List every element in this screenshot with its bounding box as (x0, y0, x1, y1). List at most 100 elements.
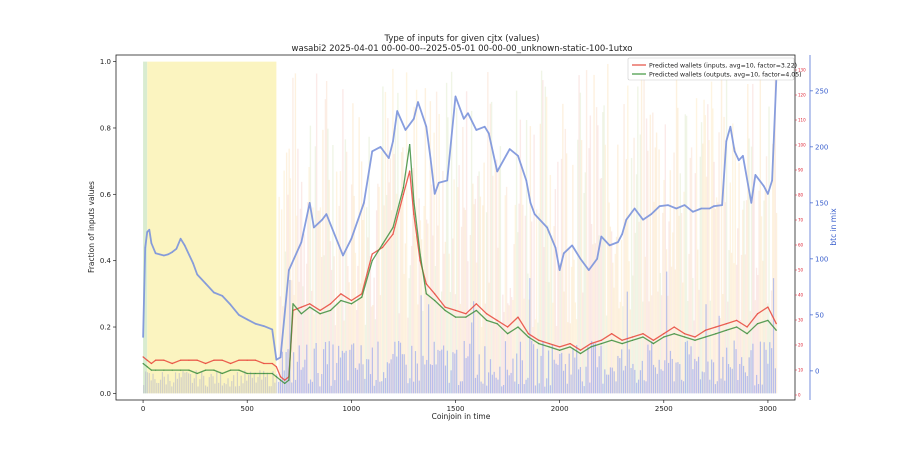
btc-bar (711, 359, 713, 394)
texture-band (760, 216, 763, 394)
texture-band (742, 209, 744, 394)
texture-band (447, 117, 449, 394)
texture-band (408, 278, 410, 394)
texture-band (672, 232, 674, 394)
btc-bar (216, 370, 218, 394)
point-btc (309, 202, 311, 204)
texture-band (664, 124, 667, 394)
texture-band (679, 173, 682, 394)
point-btc (321, 219, 323, 221)
point-btc (634, 207, 636, 210)
texture-band (309, 125, 312, 394)
point-inputs (548, 343, 550, 345)
btc-bar (201, 371, 203, 394)
point-btc (392, 140, 394, 142)
point-btc (771, 179, 773, 182)
series-lines (142, 79, 778, 385)
point-inputs (465, 313, 467, 315)
texture-band (498, 168, 500, 394)
btc-bar (251, 377, 253, 394)
btc-bar (189, 373, 192, 394)
texture-band (605, 315, 608, 394)
btc-bar (739, 363, 741, 394)
btc-bar (478, 354, 480, 394)
btc-bar (765, 349, 767, 394)
inner-right-tick-label: 10 (798, 368, 804, 373)
texture-band (559, 263, 562, 394)
texture-band (545, 96, 548, 394)
point-inputs (179, 359, 182, 361)
texture-band (287, 194, 289, 394)
point-outputs (271, 372, 273, 375)
texture-band (462, 126, 464, 394)
texture-band (678, 215, 680, 394)
texture-band (483, 162, 485, 394)
point-inputs (444, 306, 446, 308)
texture-band (560, 158, 563, 394)
btc-bar (373, 385, 375, 394)
btc-bar (497, 379, 499, 394)
btc-bar (219, 371, 222, 394)
texture-band (694, 173, 697, 394)
btc-bar (686, 340, 688, 394)
point-btc (379, 146, 382, 148)
texture-band (502, 294, 504, 394)
btc-bar (540, 355, 542, 394)
texture-band (673, 152, 675, 394)
btc-bar (274, 382, 276, 394)
btc-bar (774, 368, 776, 394)
inner-right-tick-label: 0 (798, 393, 801, 398)
texture-band (479, 196, 482, 394)
btc-bar (159, 379, 162, 394)
point-outputs (263, 372, 265, 375)
btc-bar (697, 356, 700, 394)
texture-band (593, 74, 595, 394)
btc-bar (231, 381, 233, 394)
btc-bar (285, 352, 287, 394)
btc-bar (729, 367, 732, 394)
btc-bar (613, 371, 615, 394)
texture-band (445, 82, 448, 394)
btc-bar (414, 351, 417, 394)
texture-band (285, 152, 288, 394)
point-inputs (756, 313, 759, 315)
texture-band (685, 115, 688, 394)
texture-band (400, 152, 403, 394)
texture-band (714, 208, 717, 394)
btc-bar (486, 385, 488, 394)
btc-bar (677, 362, 679, 394)
btc-bar (259, 370, 261, 394)
texture-band (455, 107, 458, 394)
texture-band (770, 290, 773, 394)
btc-bar (347, 380, 349, 394)
texture-band (295, 215, 298, 394)
texture-band (339, 171, 342, 394)
point-btc (171, 251, 173, 253)
texture-band (655, 132, 658, 394)
point-inputs (419, 260, 421, 262)
btc-bar (195, 370, 197, 394)
texture-band (378, 186, 380, 394)
texture-band (567, 322, 569, 394)
point-btc (596, 258, 598, 260)
texture-band (708, 140, 710, 394)
btc-bar (617, 355, 619, 394)
point-btc (534, 213, 536, 215)
texture-band (570, 266, 573, 394)
point-btc (754, 174, 757, 176)
btc-bar (555, 363, 557, 394)
point-outputs (746, 333, 748, 335)
texture-band (634, 232, 637, 394)
btc-bar (261, 379, 263, 394)
texture-band (754, 300, 756, 394)
point-inputs (715, 326, 717, 328)
btc-bar (176, 378, 179, 394)
legend-entry-label: Predicted wallets (outputs, avg=10, fact… (649, 71, 802, 78)
texture-band (324, 99, 327, 394)
point-outputs (409, 143, 411, 146)
point-btc (325, 213, 327, 215)
btc-bar (452, 352, 454, 394)
btc-bar (551, 344, 553, 394)
point-inputs (725, 323, 727, 325)
btc-bar (223, 383, 225, 394)
